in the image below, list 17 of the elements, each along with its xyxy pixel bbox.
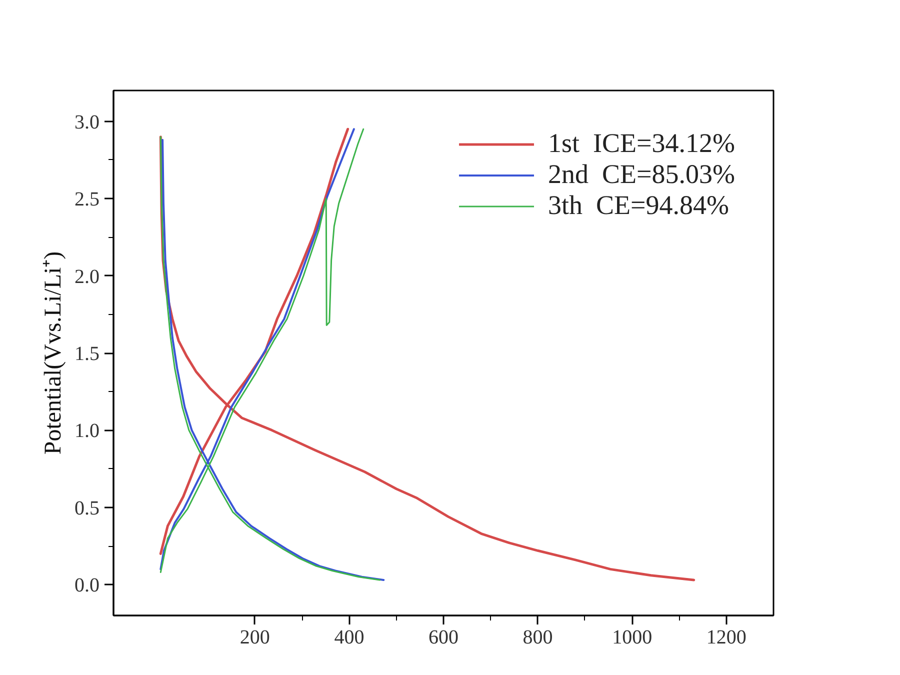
- y-tick-label: 1.0: [74, 420, 100, 442]
- y-tick-label: 0.0: [74, 574, 100, 597]
- y-tick-label: 2.0: [74, 266, 100, 288]
- y-tick-label: 3.0: [74, 111, 100, 134]
- y-tick-label: 2.5: [74, 188, 100, 211]
- x-tick-label: 200: [240, 626, 270, 648]
- y-tick-label: 1.5: [74, 343, 100, 365]
- legend-label: 3th CE=94.84%: [548, 190, 729, 221]
- x-tick-label: 1000: [612, 626, 652, 648]
- y-tick-label: 0.5: [74, 497, 100, 520]
- y-axis-title: Potential(Vvs.Li/Li⁺): [40, 251, 66, 455]
- x-tick-label: 400: [334, 626, 364, 648]
- x-tick-label: 1200: [706, 626, 746, 648]
- x-tick-label: 800: [522, 626, 553, 648]
- legend-label: 2nd CE=85.03%: [548, 159, 735, 190]
- x-tick-label: 600: [428, 626, 458, 648]
- legend-label: 1st ICE=34.12%: [548, 128, 735, 159]
